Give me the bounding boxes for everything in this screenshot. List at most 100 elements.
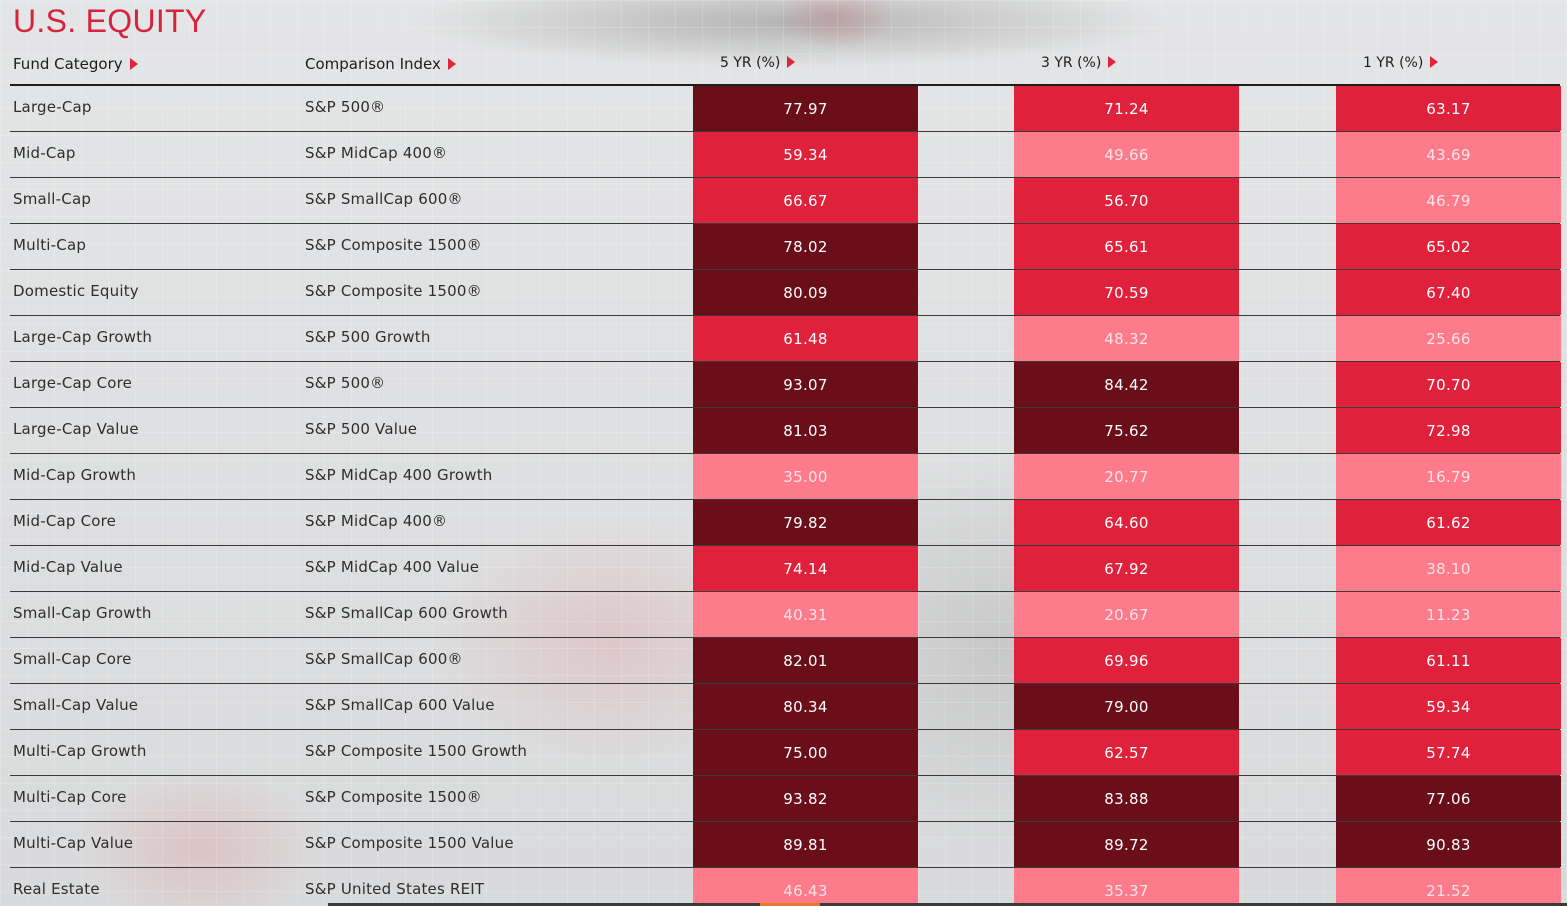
table-row: Multi-Cap S&P Composite 1500® 78.02 65.61 65… — [10, 224, 1561, 270]
scroll-indicator — [760, 903, 820, 906]
equity-table: Fund Category Comparison Index 5 YR (%) … — [10, 44, 1561, 906]
fund-category-cell: Multi-Cap Growth — [13, 742, 147, 760]
comparison-index-cell: S&P Composite 1500® — [305, 282, 482, 300]
fund-category-cell: Multi-Cap Core — [13, 788, 127, 806]
value-cell-1yr: 90.83 — [1336, 822, 1561, 867]
comparison-index-cell: S&P SmallCap 600 Value — [305, 696, 495, 714]
fund-category-cell: Mid-Cap — [13, 144, 76, 162]
table-row: Small-Cap Growth S&P SmallCap 600 Growth 4… — [10, 592, 1561, 638]
value-cell-3yr: 69.96 — [1014, 638, 1239, 683]
value-cell-3yr: 48.32 — [1014, 316, 1239, 361]
comparison-index-cell: S&P MidCap 400® — [305, 512, 448, 530]
value-cell-3yr: 84.42 — [1014, 362, 1239, 407]
value-cell-5yr: 35.00 — [693, 454, 918, 499]
fund-category-cell: Real Estate — [13, 880, 100, 898]
value-cell-1yr: 38.10 — [1336, 546, 1561, 591]
page-title: U.S. EQUITY — [13, 3, 207, 39]
sort-arrow-icon — [1430, 56, 1439, 68]
table-row: Small-Cap Value S&P SmallCap 600 Value 80.… — [10, 684, 1561, 730]
table-row: Multi-Cap Core S&P Composite 1500® 93.82 83… — [10, 776, 1561, 822]
value-cell-1yr: 67.40 — [1336, 270, 1561, 315]
fund-category-cell: Domestic Equity — [13, 282, 139, 300]
value-cell-5yr: 82.01 — [693, 638, 918, 683]
comparison-index-cell: S&P Composite 1500 Value — [305, 834, 514, 852]
fund-category-cell: Large-Cap — [13, 98, 92, 116]
comparison-index-cell: S&P 500 Growth — [305, 328, 431, 346]
value-cell-1yr: 63.17 — [1336, 86, 1561, 131]
comparison-index-cell: S&P 500® — [305, 374, 386, 392]
table-row: Mid-Cap S&P MidCap 400® 59.34 49.66 43.69 — [10, 132, 1561, 178]
comparison-index-cell: S&P Composite 1500 Growth — [305, 742, 528, 760]
value-cell-3yr: 71.24 — [1014, 86, 1239, 131]
value-cell-1yr: 57.74 — [1336, 730, 1561, 775]
value-cell-1yr: 16.79 — [1336, 454, 1561, 499]
fund-category-cell: Multi-Cap — [13, 236, 87, 254]
comparison-index-cell: S&P Composite 1500® — [305, 788, 482, 806]
sort-3yr-header[interactable]: 3 YR (%) — [1041, 55, 1117, 71]
comparison-index-cell: S&P MidCap 400 Growth — [305, 466, 493, 484]
value-cell-1yr: 61.11 — [1336, 638, 1561, 683]
table-row: Small-Cap Core S&P SmallCap 600® 82.01 69.9… — [10, 638, 1561, 684]
value-cell-1yr: 61.62 — [1336, 500, 1561, 545]
value-cell-1yr: 70.70 — [1336, 362, 1561, 407]
comparison-index-cell: S&P 500® — [305, 98, 386, 116]
value-cell-3yr: 89.72 — [1014, 822, 1239, 867]
value-cell-3yr: 70.59 — [1014, 270, 1239, 315]
comparison-index-cell: S&P MidCap 400 Value — [305, 558, 480, 576]
table-row: Large-Cap Core S&P 500® 93.07 84.42 70.70 — [10, 362, 1561, 408]
sort-5yr-header[interactable]: 5 YR (%) — [720, 55, 796, 71]
value-cell-5yr: 59.34 — [693, 132, 918, 177]
value-cell-5yr: 61.48 — [693, 316, 918, 361]
sort-fund-category-header[interactable]: Fund Category — [13, 55, 138, 73]
fund-category-cell: Multi-Cap Value — [13, 834, 134, 852]
value-cell-5yr: 79.82 — [693, 500, 918, 545]
value-cell-5yr: 46.43 — [693, 868, 918, 906]
sort-1yr-header[interactable]: 1 YR (%) — [1363, 55, 1439, 71]
value-cell-5yr: 78.02 — [693, 224, 918, 269]
fund-category-cell: Large-Cap Core — [13, 374, 133, 392]
value-cell-3yr: 35.37 — [1014, 868, 1239, 906]
value-cell-3yr: 75.62 — [1014, 408, 1239, 453]
fund-category-cell: Small-Cap Growth — [13, 604, 152, 622]
comparison-index-cell: S&P SmallCap 600 Growth — [305, 604, 508, 622]
sort-comparison-index-header[interactable]: Comparison Index — [305, 55, 456, 73]
value-cell-5yr: 93.82 — [693, 776, 918, 821]
table-row: Small-Cap S&P SmallCap 600® 66.67 56.70 46.7… — [10, 178, 1561, 224]
table-row: Real Estate S&P United States REIT 46.43 35… — [10, 868, 1561, 906]
fund-category-cell: Large-Cap Value — [13, 420, 139, 438]
table-row: Large-Cap Value S&P 500 Value 81.03 75.62 72… — [10, 408, 1561, 454]
fund-category-cell: Mid-Cap Growth — [13, 466, 137, 484]
value-cell-1yr: 59.34 — [1336, 684, 1561, 729]
value-cell-3yr: 83.88 — [1014, 776, 1239, 821]
value-cell-1yr: 21.52 — [1336, 868, 1561, 906]
value-cell-5yr: 80.09 — [693, 270, 918, 315]
comparison-index-cell: S&P MidCap 400® — [305, 144, 448, 162]
fund-category-cell: Small-Cap Value — [13, 696, 139, 714]
fund-category-cell: Large-Cap Growth — [13, 328, 153, 346]
table-row: Mid-Cap Core S&P MidCap 400® 79.82 64.60 61.… — [10, 500, 1561, 546]
comparison-index-cell: S&P United States REIT — [305, 880, 485, 898]
value-cell-5yr: 74.14 — [693, 546, 918, 591]
comparison-index-cell: S&P SmallCap 600® — [305, 190, 463, 208]
header-label: Comparison Index — [305, 55, 441, 73]
value-cell-1yr: 65.02 — [1336, 224, 1561, 269]
value-cell-5yr: 80.34 — [693, 684, 918, 729]
comparison-index-cell: S&P SmallCap 600® — [305, 650, 463, 668]
sort-arrow-icon — [447, 58, 456, 70]
value-cell-3yr: 20.67 — [1014, 592, 1239, 637]
value-cell-5yr: 89.81 — [693, 822, 918, 867]
bottom-scroll-strip — [328, 903, 1567, 906]
value-cell-3yr: 65.61 — [1014, 224, 1239, 269]
fund-category-cell: Mid-Cap Value — [13, 558, 123, 576]
table-row: Domestic Equity S&P Composite 1500® 80.09 7… — [10, 270, 1561, 316]
value-cell-5yr: 66.67 — [693, 178, 918, 223]
value-cell-1yr: 11.23 — [1336, 592, 1561, 637]
fund-category-cell: Mid-Cap Core — [13, 512, 117, 530]
value-cell-3yr: 62.57 — [1014, 730, 1239, 775]
value-cell-5yr: 75.00 — [693, 730, 918, 775]
table-header: Fund Category Comparison Index 5 YR (%) … — [10, 44, 1560, 86]
header-label: 3 YR (%) — [1041, 55, 1102, 71]
value-cell-1yr: 77.06 — [1336, 776, 1561, 821]
table-row: Mid-Cap Growth S&P MidCap 400 Growth 35.00… — [10, 454, 1561, 500]
header-label: 1 YR (%) — [1363, 55, 1424, 71]
